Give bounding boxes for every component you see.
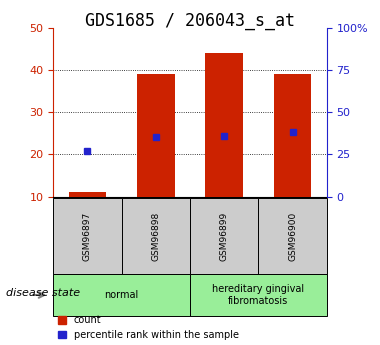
Text: hereditary gingival
fibromatosis: hereditary gingival fibromatosis xyxy=(212,284,304,306)
Text: disease state: disease state xyxy=(6,288,80,298)
Bar xyxy=(274,74,312,197)
Text: GSM96898: GSM96898 xyxy=(151,212,160,261)
Text: GSM96900: GSM96900 xyxy=(288,212,297,261)
Legend: count, percentile rank within the sample: count, percentile rank within the sample xyxy=(58,315,239,340)
Text: GSM96899: GSM96899 xyxy=(220,212,229,261)
Text: GDS1685 / 206043_s_at: GDS1685 / 206043_s_at xyxy=(85,12,295,30)
Text: GSM96897: GSM96897 xyxy=(83,212,92,261)
Bar xyxy=(68,193,106,197)
Bar xyxy=(205,53,243,197)
Bar xyxy=(137,74,175,197)
Text: normal: normal xyxy=(105,290,139,300)
